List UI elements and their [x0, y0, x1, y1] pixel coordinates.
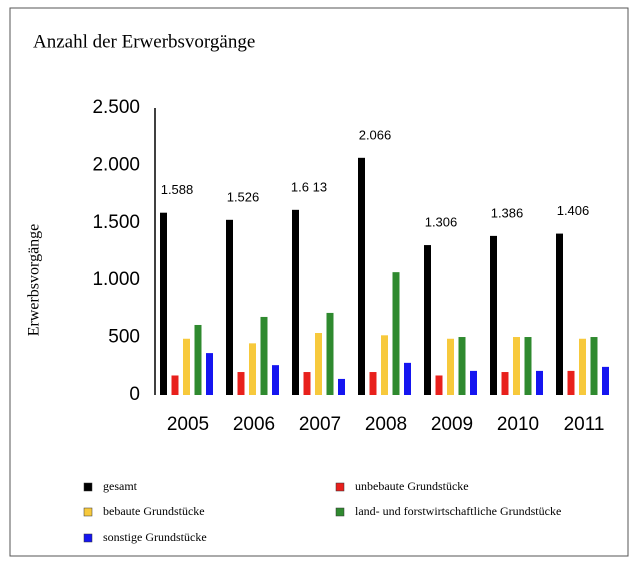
bar: [194, 324, 202, 395]
bar: [303, 372, 311, 395]
bar: [171, 375, 179, 395]
bar: [567, 370, 575, 395]
bar: [292, 209, 299, 395]
bar: [470, 370, 477, 395]
value-label: 1.588: [161, 182, 194, 197]
y-tick-label: 500: [108, 327, 140, 348]
bar: [590, 337, 598, 395]
chart-title: Anzahl der Erwerbsvorgänge: [33, 31, 255, 52]
legend-label: gesamt: [103, 479, 138, 493]
bar: [513, 337, 520, 395]
bar: [226, 219, 233, 395]
legend-swatch: [335, 507, 345, 517]
legend-label: sonstige Grundstücke: [103, 530, 207, 544]
legend-swatch: [335, 482, 345, 492]
x-tick-label: 2010: [497, 414, 539, 435]
bar: [536, 370, 543, 395]
bar: [392, 272, 400, 395]
bar: [501, 372, 509, 395]
value-label: 1.6 13: [291, 179, 327, 194]
bar: [183, 338, 190, 395]
bar: [369, 372, 377, 395]
value-label: 1.526: [227, 189, 260, 204]
y-tick-label: 2.000: [92, 154, 140, 175]
y-tick-label: 0: [129, 384, 140, 405]
legend-swatch: [83, 507, 93, 517]
bar: [458, 337, 466, 395]
bar: [237, 372, 245, 395]
x-tick-label: 2006: [233, 414, 275, 435]
bar: [315, 333, 322, 395]
bar: [338, 378, 345, 395]
bar: [260, 316, 268, 395]
value-label: 2.066: [359, 127, 392, 142]
bar: [602, 366, 609, 395]
value-label: 1.386: [491, 205, 524, 220]
bar: [579, 338, 586, 395]
x-tick-label: 2011: [564, 414, 605, 435]
bar: [272, 365, 279, 395]
y-tick-label: 1.500: [92, 212, 140, 233]
bar: [490, 235, 497, 395]
x-tick-label: 2009: [431, 414, 473, 435]
bar: [435, 375, 443, 395]
legend-label: bebaute Grundstücke: [103, 504, 205, 518]
bar: [447, 338, 454, 395]
bar: [381, 335, 388, 395]
chart-frame: [9, 7, 629, 557]
x-tick-label: 2008: [365, 414, 407, 435]
bar: [249, 343, 256, 395]
legend-swatch: [83, 533, 93, 543]
value-label: 1.406: [557, 203, 590, 218]
legend-label: unbebaute Grundstücke: [355, 479, 469, 493]
bar: [358, 157, 365, 395]
bar: [206, 353, 213, 395]
bar: [160, 212, 167, 395]
bar: [424, 245, 431, 395]
bar: [556, 233, 563, 395]
bar: [524, 337, 532, 395]
value-label: 1.306: [425, 215, 458, 230]
legend-label: land- und forstwirtschaftliche Grundstüc…: [355, 504, 561, 518]
x-tick-label: 2005: [167, 414, 209, 435]
y-tick-label: 1.000: [92, 269, 140, 290]
bar: [404, 362, 411, 395]
x-tick-label: 2007: [299, 414, 341, 435]
y-axis-label: Erwerbsvorgänge: [26, 224, 43, 337]
bar: [326, 312, 334, 395]
y-tick-label: 2.500: [92, 97, 140, 118]
legend-swatch: [83, 482, 93, 492]
